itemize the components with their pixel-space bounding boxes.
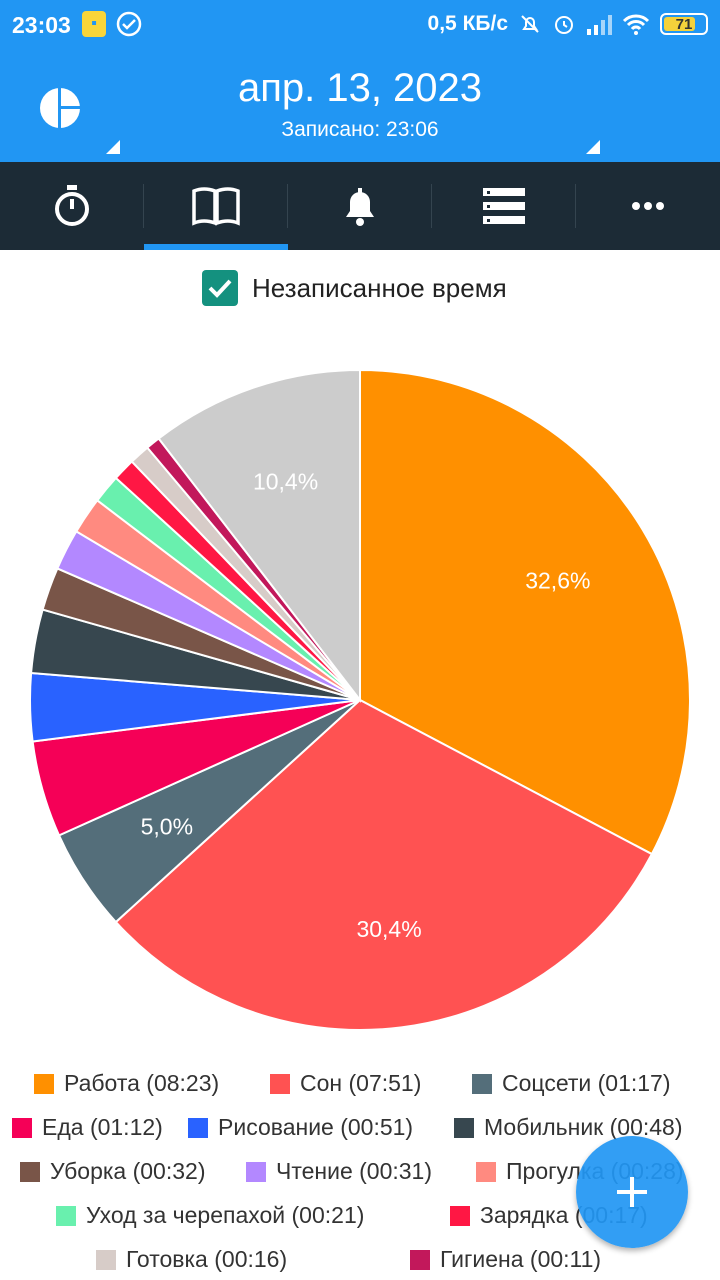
legend-swatch — [454, 1117, 474, 1138]
legend-label: Мобильник (00:48) — [484, 1114, 683, 1140]
legend-item: Гигиена (00:11) — [410, 1246, 601, 1273]
pie-chart[interactable]: 32,6% 30,4% 5,0% 10,4% — [0, 350, 720, 1050]
list-icon — [483, 188, 525, 224]
legend-swatch — [12, 1117, 32, 1138]
battery-level: 71 — [675, 15, 693, 33]
tab-bar — [0, 162, 720, 250]
pie-percent-label: 10,4% — [253, 468, 318, 494]
legend-swatch — [56, 1205, 76, 1226]
legend-item: Еда (01:12) — [12, 1114, 163, 1141]
legend-label: Соцсети (01:17) — [502, 1070, 671, 1096]
legend-label: Сон (07:51) — [300, 1070, 422, 1096]
legend-swatch — [246, 1161, 266, 1182]
pie-slice-14[interactable] — [157, 368, 361, 703]
tab-timer[interactable] — [0, 162, 144, 250]
legend-item: Чтение (00:31) — [246, 1158, 432, 1185]
status-left-icons: ▪ — [82, 11, 142, 37]
unrecorded-label: Незаписанное время — [252, 272, 507, 303]
legend-item: Соцсети (01:17) — [472, 1070, 671, 1097]
pie-percent-label: 32,6% — [525, 568, 590, 594]
status-right: 0,5 КБ/с 71 — [428, 12, 708, 36]
status-time: 23:03 — [12, 12, 71, 38]
legend-swatch — [34, 1073, 54, 1094]
legend-label: Еда (01:12) — [42, 1114, 163, 1140]
legend-label: Рисование (00:51) — [218, 1114, 414, 1140]
legend-item: Работа (08:23) — [34, 1070, 219, 1097]
legend-swatch — [96, 1249, 116, 1270]
pie-percent-label: 5,0% — [141, 814, 193, 840]
legend-label: Готовка (00:16) — [126, 1246, 288, 1272]
pie-percent-label: 30,4% — [356, 916, 421, 942]
alarm-icon — [555, 16, 573, 34]
legend-swatch — [472, 1073, 492, 1094]
more-icon — [632, 202, 664, 210]
legend-swatch — [270, 1073, 290, 1094]
pie-slice-2[interactable] — [114, 698, 654, 1031]
unrecorded-checkbox[interactable] — [202, 270, 238, 306]
tab-log[interactable] — [144, 162, 288, 250]
recorded-time: Записано: 23:06 — [281, 118, 439, 141]
wifi-icon — [622, 14, 650, 35]
add-entry-button[interactable] — [576, 1136, 688, 1248]
tab-categories[interactable] — [432, 162, 576, 250]
legend-item: Готовка (00:16) — [96, 1246, 287, 1273]
notification-app-icon: ▪ — [82, 11, 106, 37]
battery-icon: 71 — [660, 13, 708, 35]
plus-icon — [617, 1177, 647, 1207]
legend-swatch — [20, 1161, 40, 1182]
legend-label: Уход за черепахой (00:21) — [86, 1202, 365, 1228]
date-title[interactable]: апр. 13, 2023 — [237, 66, 483, 110]
legend-item: Сон (07:51) — [270, 1070, 421, 1097]
legend-item: Уход за черепахой (00:21) — [56, 1202, 364, 1229]
signal-icon — [587, 15, 612, 35]
legend-label: Работа (08:23) — [64, 1070, 220, 1096]
book-icon — [192, 187, 240, 226]
tab-reminders[interactable] — [288, 162, 432, 250]
unrecorded-time-toggle[interactable]: Незаписанное время — [202, 270, 507, 306]
app-header: апр. 13, 2023 Записано: 23:06 — [0, 50, 720, 162]
legend-item: Уборка (00:32) — [20, 1158, 206, 1185]
legend-swatch — [450, 1205, 470, 1226]
legend-swatch — [410, 1249, 430, 1270]
check-circle-icon — [116, 11, 142, 37]
legend-item: Мобильник (00:48) — [454, 1114, 683, 1141]
bell-off-icon — [521, 15, 539, 33]
period-dropdown-indicator[interactable] — [586, 140, 600, 154]
legend-label: Уборка (00:32) — [50, 1158, 206, 1184]
stopwatch-icon — [55, 185, 89, 226]
date-dropdown-indicator[interactable] — [106, 140, 120, 154]
tab-more[interactable] — [576, 162, 720, 250]
status-bar: 23:03 ▪ 0,5 КБ/с — [0, 0, 720, 50]
legend-swatch — [188, 1117, 208, 1138]
app-logo-icon[interactable] — [38, 86, 82, 130]
legend-label: Чтение (00:31) — [276, 1158, 433, 1184]
legend-item: Рисование (00:51) — [188, 1114, 413, 1141]
pie-slice-1[interactable] — [359, 368, 691, 856]
legend-swatch — [476, 1161, 496, 1182]
network-speed: 0,5 КБ/с — [427, 12, 508, 35]
check-icon — [208, 279, 232, 298]
bell-icon — [346, 188, 374, 226]
legend-label: Гигиена (00:11) — [440, 1246, 602, 1272]
